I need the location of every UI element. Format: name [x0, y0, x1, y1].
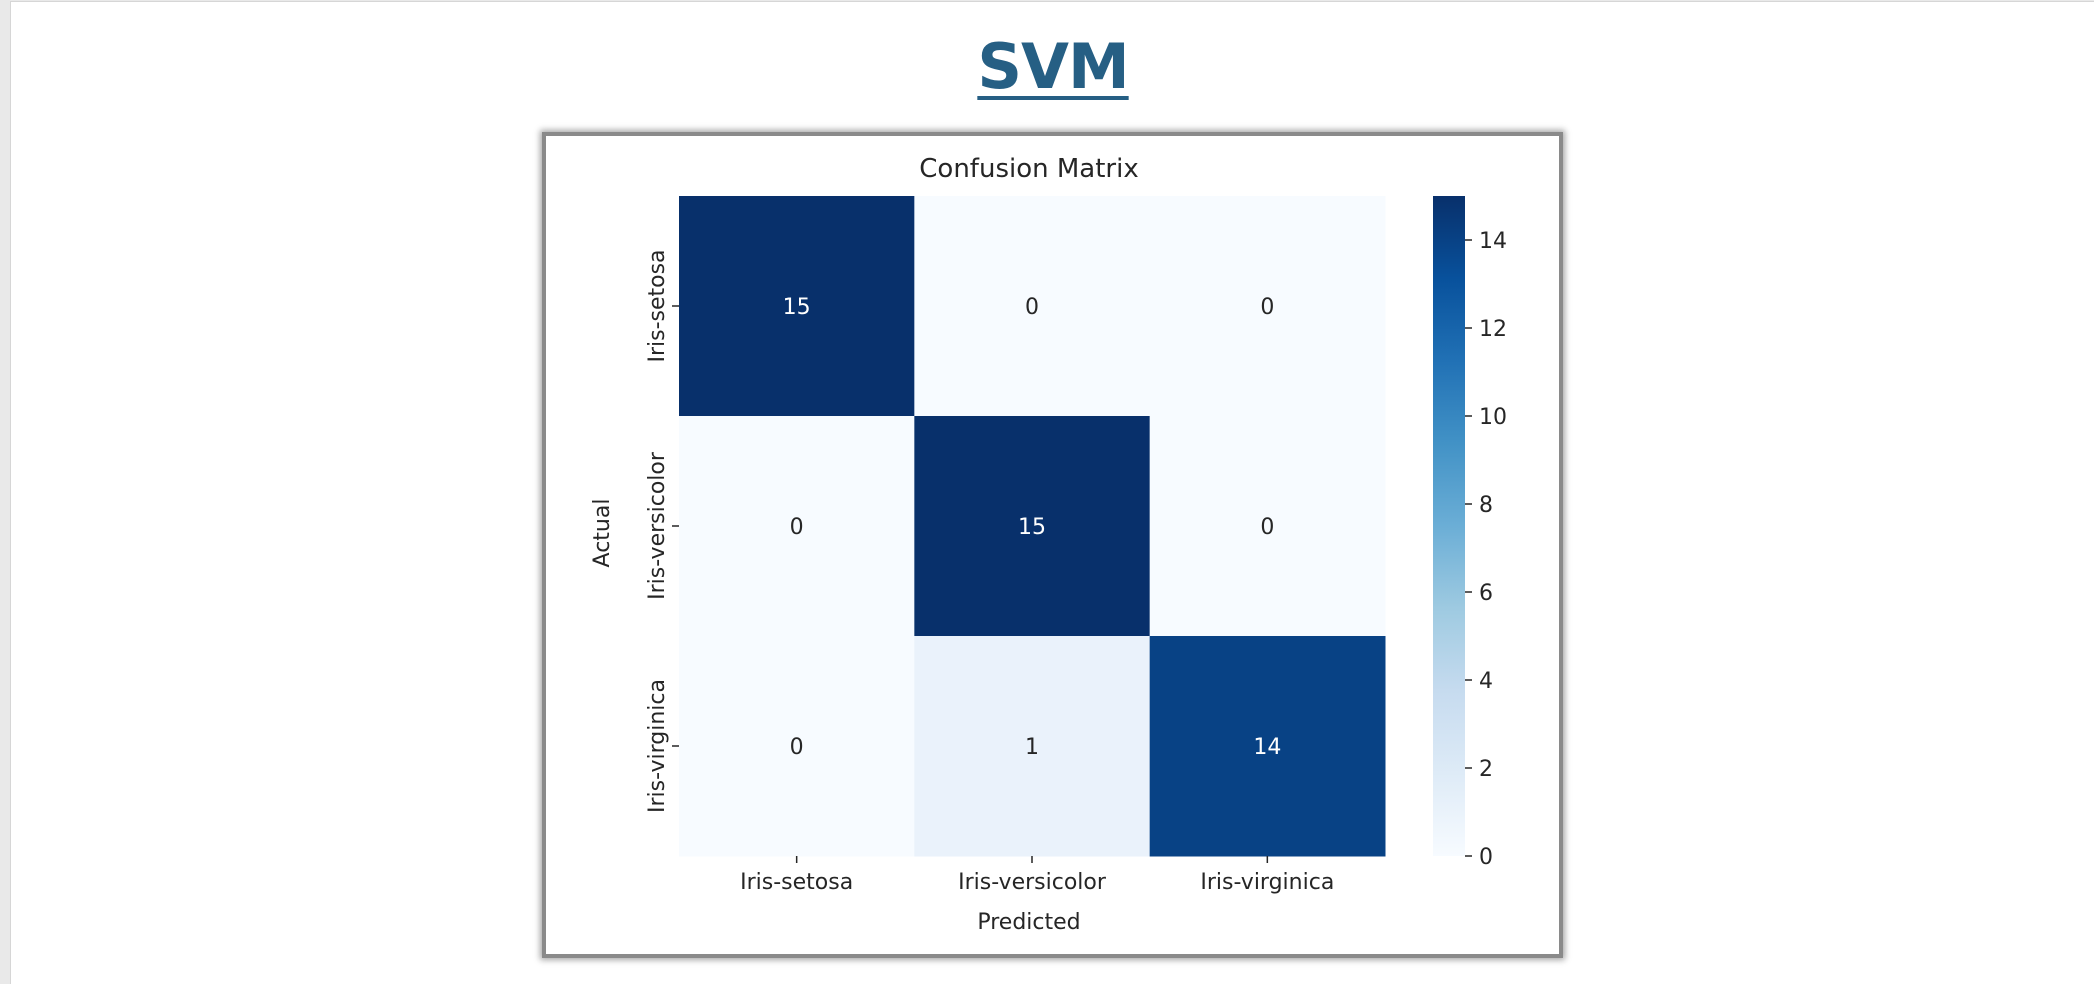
y-tick-label-1: Iris-versicolor: [645, 451, 670, 600]
colorbar-tick-label-2: 4: [1479, 669, 1493, 694]
chart-title: Confusion Matrix: [919, 154, 1138, 184]
cell-value-1-1: 15: [1018, 515, 1046, 540]
heatmap-cell-0-1: [914, 196, 1151, 417]
heatmap-cells: 15 0 0 0 15 0 0 1 14: [679, 196, 1386, 857]
heatmap-cell-0-0: [679, 196, 915, 417]
y-axis-ticks: Iris-setosa Iris-versicolor Iris-virginica: [645, 249, 679, 813]
y-tick-label-2: Iris-virginica: [645, 679, 670, 813]
colorbar-tick-label-3: 6: [1479, 581, 1493, 606]
page: SVM Confusion Matrix 15 0 0 0 15 0 0 1 14 Iris-s: [10, 1, 2094, 984]
cell-value-0-1: 0: [1025, 295, 1039, 320]
colorbar-ticks: 0 2 4 6 8 10 12 14: [1465, 229, 1507, 870]
heatmap-cell-0-2: [1149, 196, 1386, 417]
x-tick-label-2: Iris-virginica: [1200, 870, 1334, 895]
heatmap-cell-2-1: [914, 636, 1151, 857]
heatmap-cell-1-0: [679, 416, 915, 637]
cell-value-2-2: 14: [1253, 735, 1281, 760]
cell-value-0-0: 15: [783, 295, 811, 320]
heatmap-cell-2-0: [679, 636, 915, 857]
colorbar: [1433, 196, 1465, 856]
chart-figure: Confusion Matrix 15 0 0 0 15 0 0 1 14 Iris-setos…: [542, 132, 1563, 958]
heatmap-cell-1-2: [1149, 416, 1386, 637]
x-tick-label-0: Iris-setosa: [740, 870, 853, 895]
cell-value-0-2: 0: [1260, 295, 1274, 320]
heatmap-cell-1-1: [914, 416, 1151, 637]
heatmap-cell-2-2: [1149, 636, 1386, 857]
x-axis-label: Predicted: [977, 910, 1080, 935]
colorbar-tick-label-1: 2: [1479, 757, 1493, 782]
x-tick-label-1: Iris-versicolor: [958, 870, 1107, 895]
y-tick-label-0: Iris-setosa: [645, 249, 670, 362]
colorbar-tick-label-4: 8: [1479, 493, 1493, 518]
colorbar-tick-label-6: 12: [1479, 317, 1507, 342]
colorbar-tick-label-5: 10: [1479, 405, 1507, 430]
cell-value-1-0: 0: [790, 515, 804, 540]
confusion-matrix-chart: Confusion Matrix 15 0 0 0 15 0 0 1 14 Iris-setos…: [590, 154, 1507, 935]
cell-value-1-2: 0: [1260, 515, 1274, 540]
colorbar-tick-label-7: 14: [1479, 229, 1507, 254]
x-axis-ticks: Iris-setosa Iris-versicolor Iris-virginica: [740, 856, 1334, 895]
page-title: SVM: [977, 30, 1129, 103]
cell-value-2-1: 1: [1025, 735, 1039, 760]
colorbar-tick-label-0: 0: [1479, 845, 1493, 870]
y-axis-label: Actual: [590, 499, 615, 568]
cell-value-2-0: 0: [790, 735, 804, 760]
